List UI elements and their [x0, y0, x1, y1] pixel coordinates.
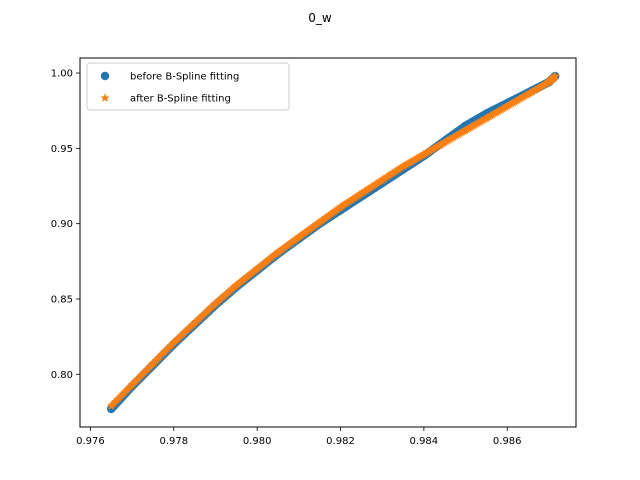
series-after	[106, 71, 560, 410]
x-tick-label: 0.976	[76, 436, 105, 447]
y-axis: 0.80 0.85 0.90 0.95 1.00	[51, 69, 80, 381]
legend-marker-circle	[100, 71, 110, 81]
y-tick-label: 0.95	[51, 144, 73, 155]
x-tick-label: 0.984	[410, 436, 439, 447]
chart-title: 0_w	[308, 11, 332, 25]
legend: before B-Spline fitting after B-Spline fi…	[86, 62, 290, 111]
x-tick-label: 0.982	[326, 436, 355, 447]
x-tick-label: 0.978	[159, 436, 188, 447]
legend-label: after B-Spline fitting	[130, 94, 231, 105]
y-tick-label: 0.85	[51, 294, 73, 305]
y-tick-label: 0.90	[51, 219, 73, 230]
axes-frame	[79, 57, 577, 428]
series-layer	[106, 71, 560, 414]
legend-marker-star	[100, 93, 110, 102]
y-tick-label: 0.80	[51, 370, 73, 381]
x-tick-label: 0.980	[243, 436, 272, 447]
series-marker	[550, 71, 560, 80]
legend-box	[86, 62, 290, 111]
x-axis: 0.976 0.978 0.980 0.982 0.984 0.986	[76, 427, 522, 447]
x-tick-label: 0.986	[493, 436, 522, 447]
legend-label: before B-Spline fitting	[130, 72, 239, 83]
y-tick-label: 1.00	[51, 69, 73, 80]
